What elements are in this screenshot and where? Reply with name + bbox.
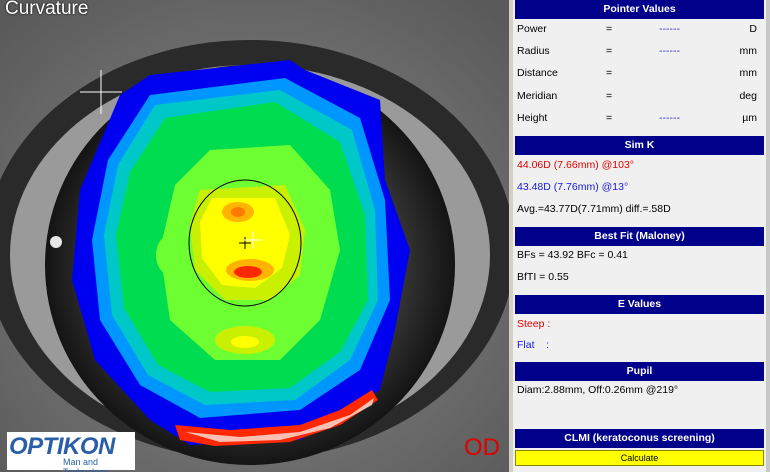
- pupil-diameter: Diam:2.88mm, Off:0.26mm @219°: [517, 384, 679, 396]
- pointer-equals: =: [606, 23, 613, 35]
- sim-k-flat: 43.48D (7.76mm) @13°: [517, 181, 629, 193]
- pointer-label: Meridian: [517, 90, 558, 102]
- pointer-equals: =: [606, 67, 613, 79]
- pointer-value: ------: [659, 112, 680, 124]
- pointer-unit: deg: [739, 90, 757, 102]
- curvature-map-view[interactable]: Curvature OD OPTIKON Man and Technology: [0, 0, 509, 472]
- pointer-unit: µm: [742, 112, 757, 124]
- best-fit-bfs: BFs = 43.92 BFc = 0.41: [517, 249, 628, 261]
- calculate-button[interactable]: Calculate: [515, 450, 764, 466]
- map-band-red-bottom: [234, 266, 262, 278]
- vertical-scrollbar[interactable]: [766, 0, 770, 472]
- logo-name: OPTIKON: [9, 433, 115, 460]
- vertex-cross-icon: [244, 231, 262, 249]
- map-inferior-band-red: [175, 390, 378, 446]
- view-title: Curvature: [5, 0, 89, 19]
- map-band-red-top: [231, 207, 245, 217]
- pupil-outline: [188, 179, 302, 307]
- best-fit-bfti: BfTI = 0.55: [517, 271, 569, 283]
- e-values-steep: Steep :: [517, 318, 551, 330]
- center-cross-icon: [239, 237, 251, 249]
- pupil-header: Pupil: [515, 362, 764, 381]
- panel-splitter[interactable]: [509, 0, 513, 472]
- pointer-value: ------: [659, 45, 680, 57]
- pointer-unit: mm: [739, 45, 758, 57]
- eye-indicator: OD: [464, 434, 500, 461]
- pointer-values-header: Pointer Values: [515, 0, 764, 19]
- sim-k-average: Avg.=43.77D(7.71mm) diff.=.58D: [517, 203, 671, 215]
- map-patch-left: [156, 235, 184, 275]
- best-fit-header: Best Fit (Maloney): [515, 227, 764, 246]
- pointer-equals: =: [606, 112, 613, 124]
- pointer-value: ------: [659, 23, 680, 35]
- clmi-header: CLMI (keratoconus screening): [515, 429, 764, 448]
- logo-tagline: Man and Technology: [63, 457, 109, 472]
- pointer-unit: D: [749, 23, 757, 35]
- sim-k-steep: 44.06D (7.66mm) @103°: [517, 159, 634, 171]
- pointer-label: Power: [517, 23, 547, 35]
- e-values-header: E Values: [515, 295, 764, 314]
- map-patch-right: [301, 243, 329, 287]
- optikon-logo: OPTIKON Man and Technology: [7, 432, 135, 472]
- pointer-unit: mm: [739, 67, 758, 79]
- sim-k-header: Sim K: [515, 136, 764, 155]
- values-panel: Pointer Values Power = ------ D Radius =…: [513, 0, 766, 472]
- map-inferior-band-highlight: [185, 398, 374, 442]
- pointer-label: Radius: [517, 45, 550, 57]
- pointer-equals: =: [606, 45, 613, 57]
- pointer-equals: =: [606, 90, 613, 102]
- map-patch-lower-core: [231, 336, 259, 348]
- pointer-label: Height: [517, 112, 548, 124]
- e-values-flat: Flat :: [517, 339, 550, 351]
- pointer-label: Distance: [517, 67, 558, 79]
- light-reflex: [50, 236, 62, 248]
- pointer-crosshair-icon[interactable]: [80, 70, 122, 114]
- curvature-map[interactable]: [0, 0, 509, 472]
